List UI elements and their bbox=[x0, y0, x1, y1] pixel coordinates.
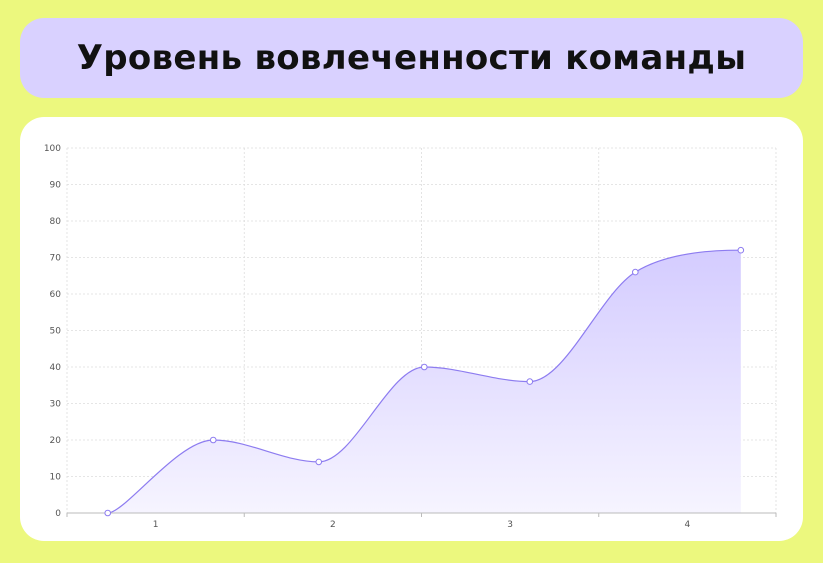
title-banner: Уровень вовлеченности команды bbox=[20, 18, 803, 98]
area-fill bbox=[107, 250, 741, 513]
y-tick-label: 90 bbox=[50, 181, 62, 191]
data-point bbox=[526, 378, 534, 385]
data-point bbox=[420, 363, 428, 371]
y-tick-label: 60 bbox=[50, 290, 62, 300]
data-point bbox=[737, 246, 745, 254]
x-tick-label: 1 bbox=[153, 520, 159, 530]
y-tick-label: 10 bbox=[50, 473, 62, 483]
x-tick-label: 4 bbox=[685, 520, 691, 530]
axes: 0 10 20 30 40 50 60 70 80 90 100 1 2 3 4 bbox=[44, 144, 777, 530]
y-tick-label: 100 bbox=[44, 144, 61, 154]
data-point bbox=[632, 268, 639, 276]
data-point bbox=[209, 436, 217, 444]
data-point bbox=[104, 509, 112, 517]
chart-title: Уровень вовлеченности команды bbox=[76, 38, 747, 78]
data-point bbox=[315, 458, 323, 466]
series-area bbox=[107, 249, 741, 514]
x-tick-label: 2 bbox=[330, 520, 336, 530]
data-points bbox=[104, 246, 745, 517]
y-tick-label: 70 bbox=[50, 254, 62, 264]
y-tick-label: 50 bbox=[50, 327, 62, 337]
x-tick-label: 3 bbox=[507, 520, 513, 530]
y-tick-label: 0 bbox=[55, 509, 61, 519]
y-tick-label: 20 bbox=[50, 436, 62, 446]
y-tick-label: 30 bbox=[50, 400, 62, 410]
y-tick-label: 40 bbox=[50, 363, 62, 373]
y-tick-label: 80 bbox=[50, 217, 62, 227]
chart-card: 0 10 20 30 40 50 60 70 80 90 100 1 2 3 4 bbox=[20, 117, 803, 541]
area-chart: 0 10 20 30 40 50 60 70 80 90 100 1 2 3 4 bbox=[44, 144, 777, 530]
